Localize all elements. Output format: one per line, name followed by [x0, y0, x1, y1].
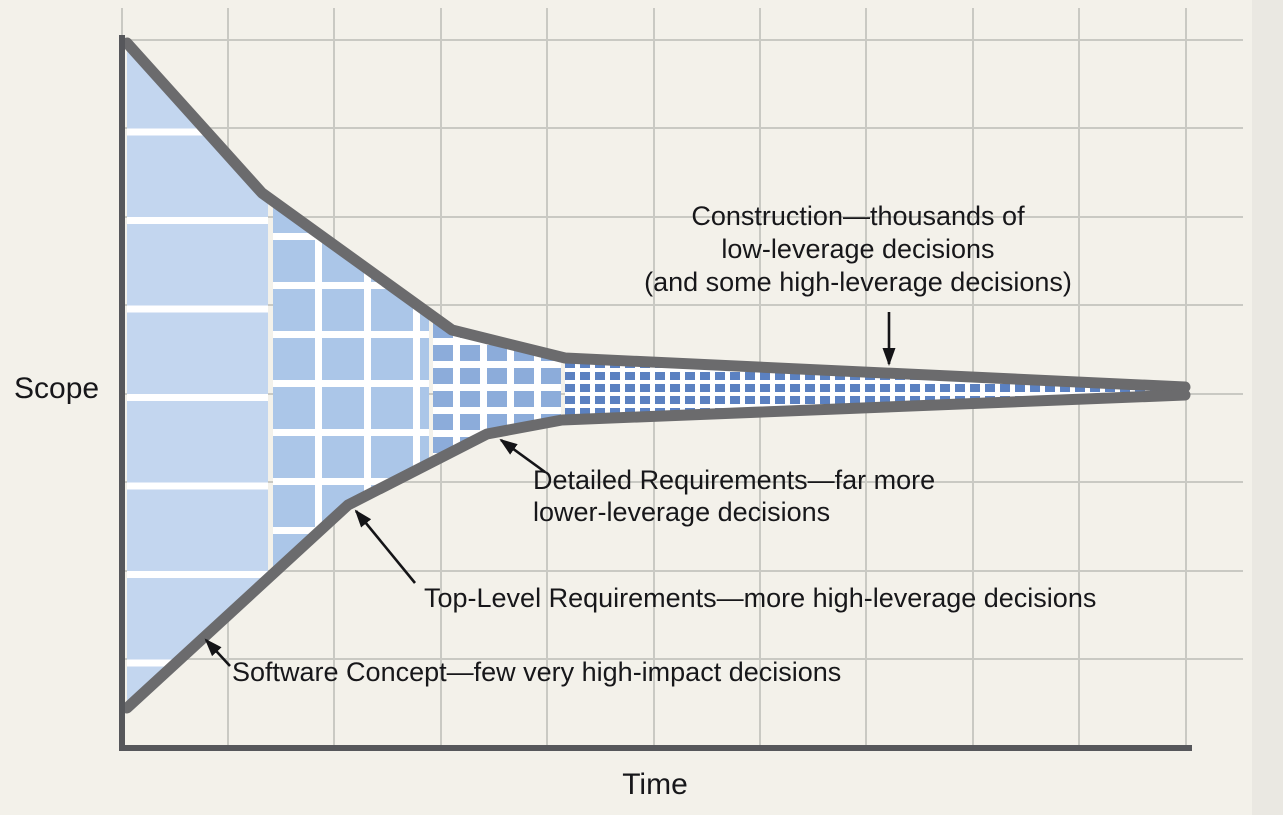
construction-label-line1: Construction—thousands of	[691, 201, 1025, 231]
funnel-outline-top	[121, 37, 1191, 393]
top-level-requirements-arrow	[354, 509, 417, 584]
detailed-requirements-arrow	[499, 438, 546, 474]
x-axis-label: Time	[622, 768, 688, 801]
funnel-stage-concept	[127, 43, 268, 708]
funnel-stage-construction	[565, 43, 1185, 708]
software-concept-arrow	[204, 638, 231, 667]
scan-edge-shading	[1252, 0, 1283, 815]
software-concept-label: Software Concept—few very high-impact de…	[232, 657, 841, 687]
funnel-stage-top-level-requirements	[273, 43, 429, 708]
detailed-requirements-label-line1: Detailed Requirements—far more	[533, 465, 935, 495]
top-level-requirements-label: Top-Level Requirements—more high-leverag…	[424, 583, 1096, 613]
axis-lines	[119, 35, 1192, 751]
y-axis-label: Scope	[14, 372, 99, 405]
construction-label-line2: low-leverage decisions	[721, 234, 994, 264]
funnel-stage-detailed-requirements	[433, 43, 561, 708]
funnel-outline-bottom	[121, 389, 1191, 714]
construction-label-line3: (and some high-leverage decisions)	[644, 267, 1072, 297]
detailed-requirements-label-line2: lower-leverage decisions	[533, 497, 830, 527]
